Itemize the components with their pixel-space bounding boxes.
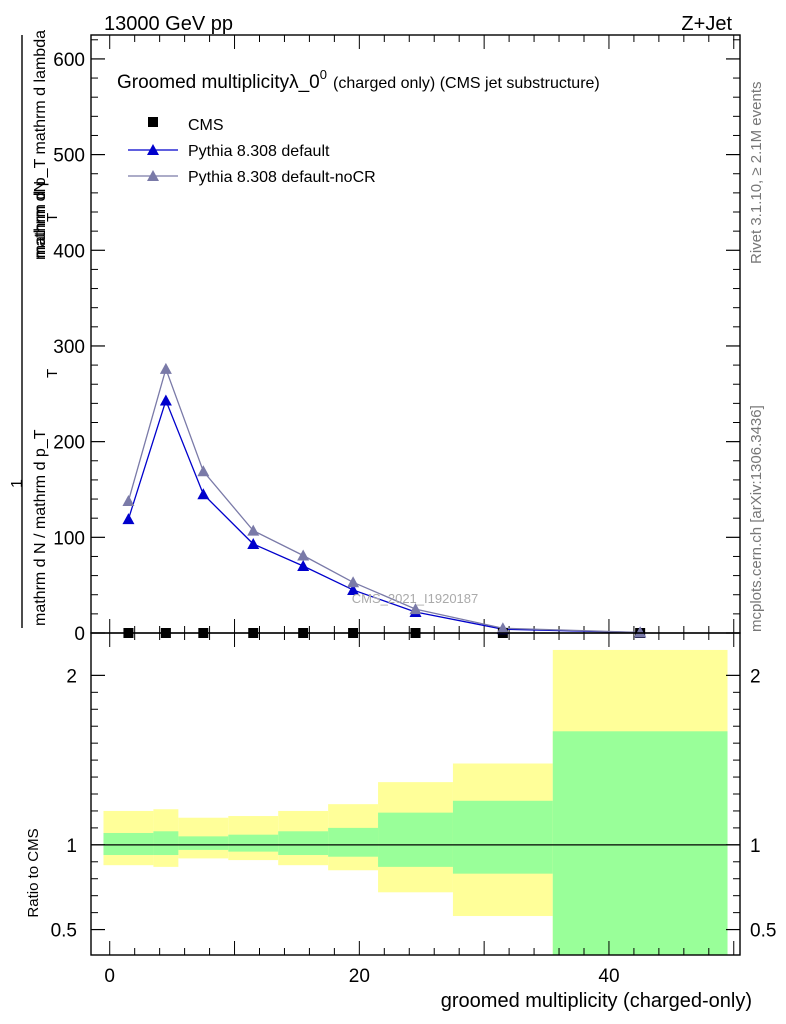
legend-marker-default	[147, 144, 159, 155]
plot-title: Groomed multiplicityλ_00(charged only) (…	[117, 67, 600, 93]
y-tick-label: 0	[74, 624, 85, 645]
ratio-stat-uncertainty-band	[378, 812, 453, 867]
mcplots-label: mcplots.cern.ch [arXiv:1306.3436]	[748, 405, 765, 632]
ylabel-fraction: mathrm d p_T mathrm d lambda	[32, 30, 49, 258]
ratio-stat-uncertainty-band	[328, 827, 379, 857]
series-2-point	[496, 622, 509, 634]
legend-label-cms: CMS	[188, 117, 224, 134]
analysis-watermark: CMS_2021_I1920187	[352, 591, 479, 606]
series-2-point	[634, 626, 647, 638]
series-2-point	[247, 524, 260, 536]
ylabel-prefix: 1	[9, 479, 26, 488]
ratio-y-tick-label: 1	[66, 836, 77, 857]
series-2-point	[159, 362, 172, 374]
series-2-point	[197, 465, 210, 477]
ratio-panel: 0.5 0.51 12 20 20 40	[51, 632, 776, 987]
x-tick-label: 20	[349, 966, 370, 987]
series-1-point	[297, 560, 310, 572]
y-tick-label: 300	[53, 337, 85, 358]
series-2-point	[122, 494, 135, 506]
series-2-point	[347, 576, 360, 588]
ratio-stat-uncertainty-band	[552, 731, 728, 955]
x-tick-label: 0	[104, 966, 115, 987]
xlabel: groomed multiplicity (charged-only)	[441, 990, 752, 1012]
x-tick-label: 40	[598, 966, 619, 987]
ratio-y-tick-label: 2	[66, 666, 77, 687]
ratio-stat-uncertainty-band	[228, 834, 279, 852]
ratio-stat-uncertainty-band	[452, 800, 553, 874]
y-tick-label: 100	[53, 528, 85, 549]
process-label: Z+Jet	[681, 13, 732, 35]
ratio-y-tick-label-right: 2	[750, 666, 761, 687]
ratio-plot-frame	[90, 632, 741, 956]
ratio-stat-uncertainty-band	[178, 836, 229, 850]
legend-marker-cms	[148, 117, 158, 127]
series-1-point	[159, 394, 172, 406]
ylabel-fraction-sub: T	[44, 213, 61, 222]
ylabel-numerator: mathrm dN	[32, 181, 49, 260]
legend: CMS Pythia 8.308 default Pythia 8.308 de…	[128, 117, 376, 186]
series-1-point	[247, 538, 260, 550]
series-1-point	[347, 583, 360, 595]
ratio-stat-uncertainty-band	[278, 831, 329, 856]
ratio-stat-uncertainty-band	[103, 832, 154, 856]
y-tick-label: 500	[53, 146, 85, 167]
ratio-y-tick-label: 0.5	[51, 921, 77, 942]
series-1-point	[197, 488, 210, 500]
legend-label-nocr: Pythia 8.308 default-noCR	[188, 169, 376, 186]
y-tick-label: 400	[53, 241, 85, 262]
ylabel-denominator-sub: T	[44, 369, 61, 378]
rivet-version-label: Rivet 3.1.10, ≥ 2.1M events	[748, 82, 765, 265]
ylabel-denominator: mathrm d N / mathrm d p_T	[32, 429, 49, 626]
y-tick-label: 200	[53, 433, 85, 454]
series-1-point	[122, 513, 135, 525]
y-tick-label: 600	[53, 50, 85, 71]
legend-label-default: Pythia 8.308 default	[188, 143, 330, 160]
ratio-y-tick-label-right: 1	[750, 836, 761, 857]
ratio-y-tick-label-right: 0.5	[750, 921, 776, 942]
energy-label: 13000 GeV pp	[104, 13, 233, 35]
ratio-stat-uncertainty-band	[153, 831, 179, 856]
ratio-ylabel: Ratio to CMS	[25, 828, 42, 917]
series-2-point	[297, 549, 310, 561]
series-2-point	[409, 603, 422, 615]
legend-marker-nocr	[147, 170, 159, 181]
